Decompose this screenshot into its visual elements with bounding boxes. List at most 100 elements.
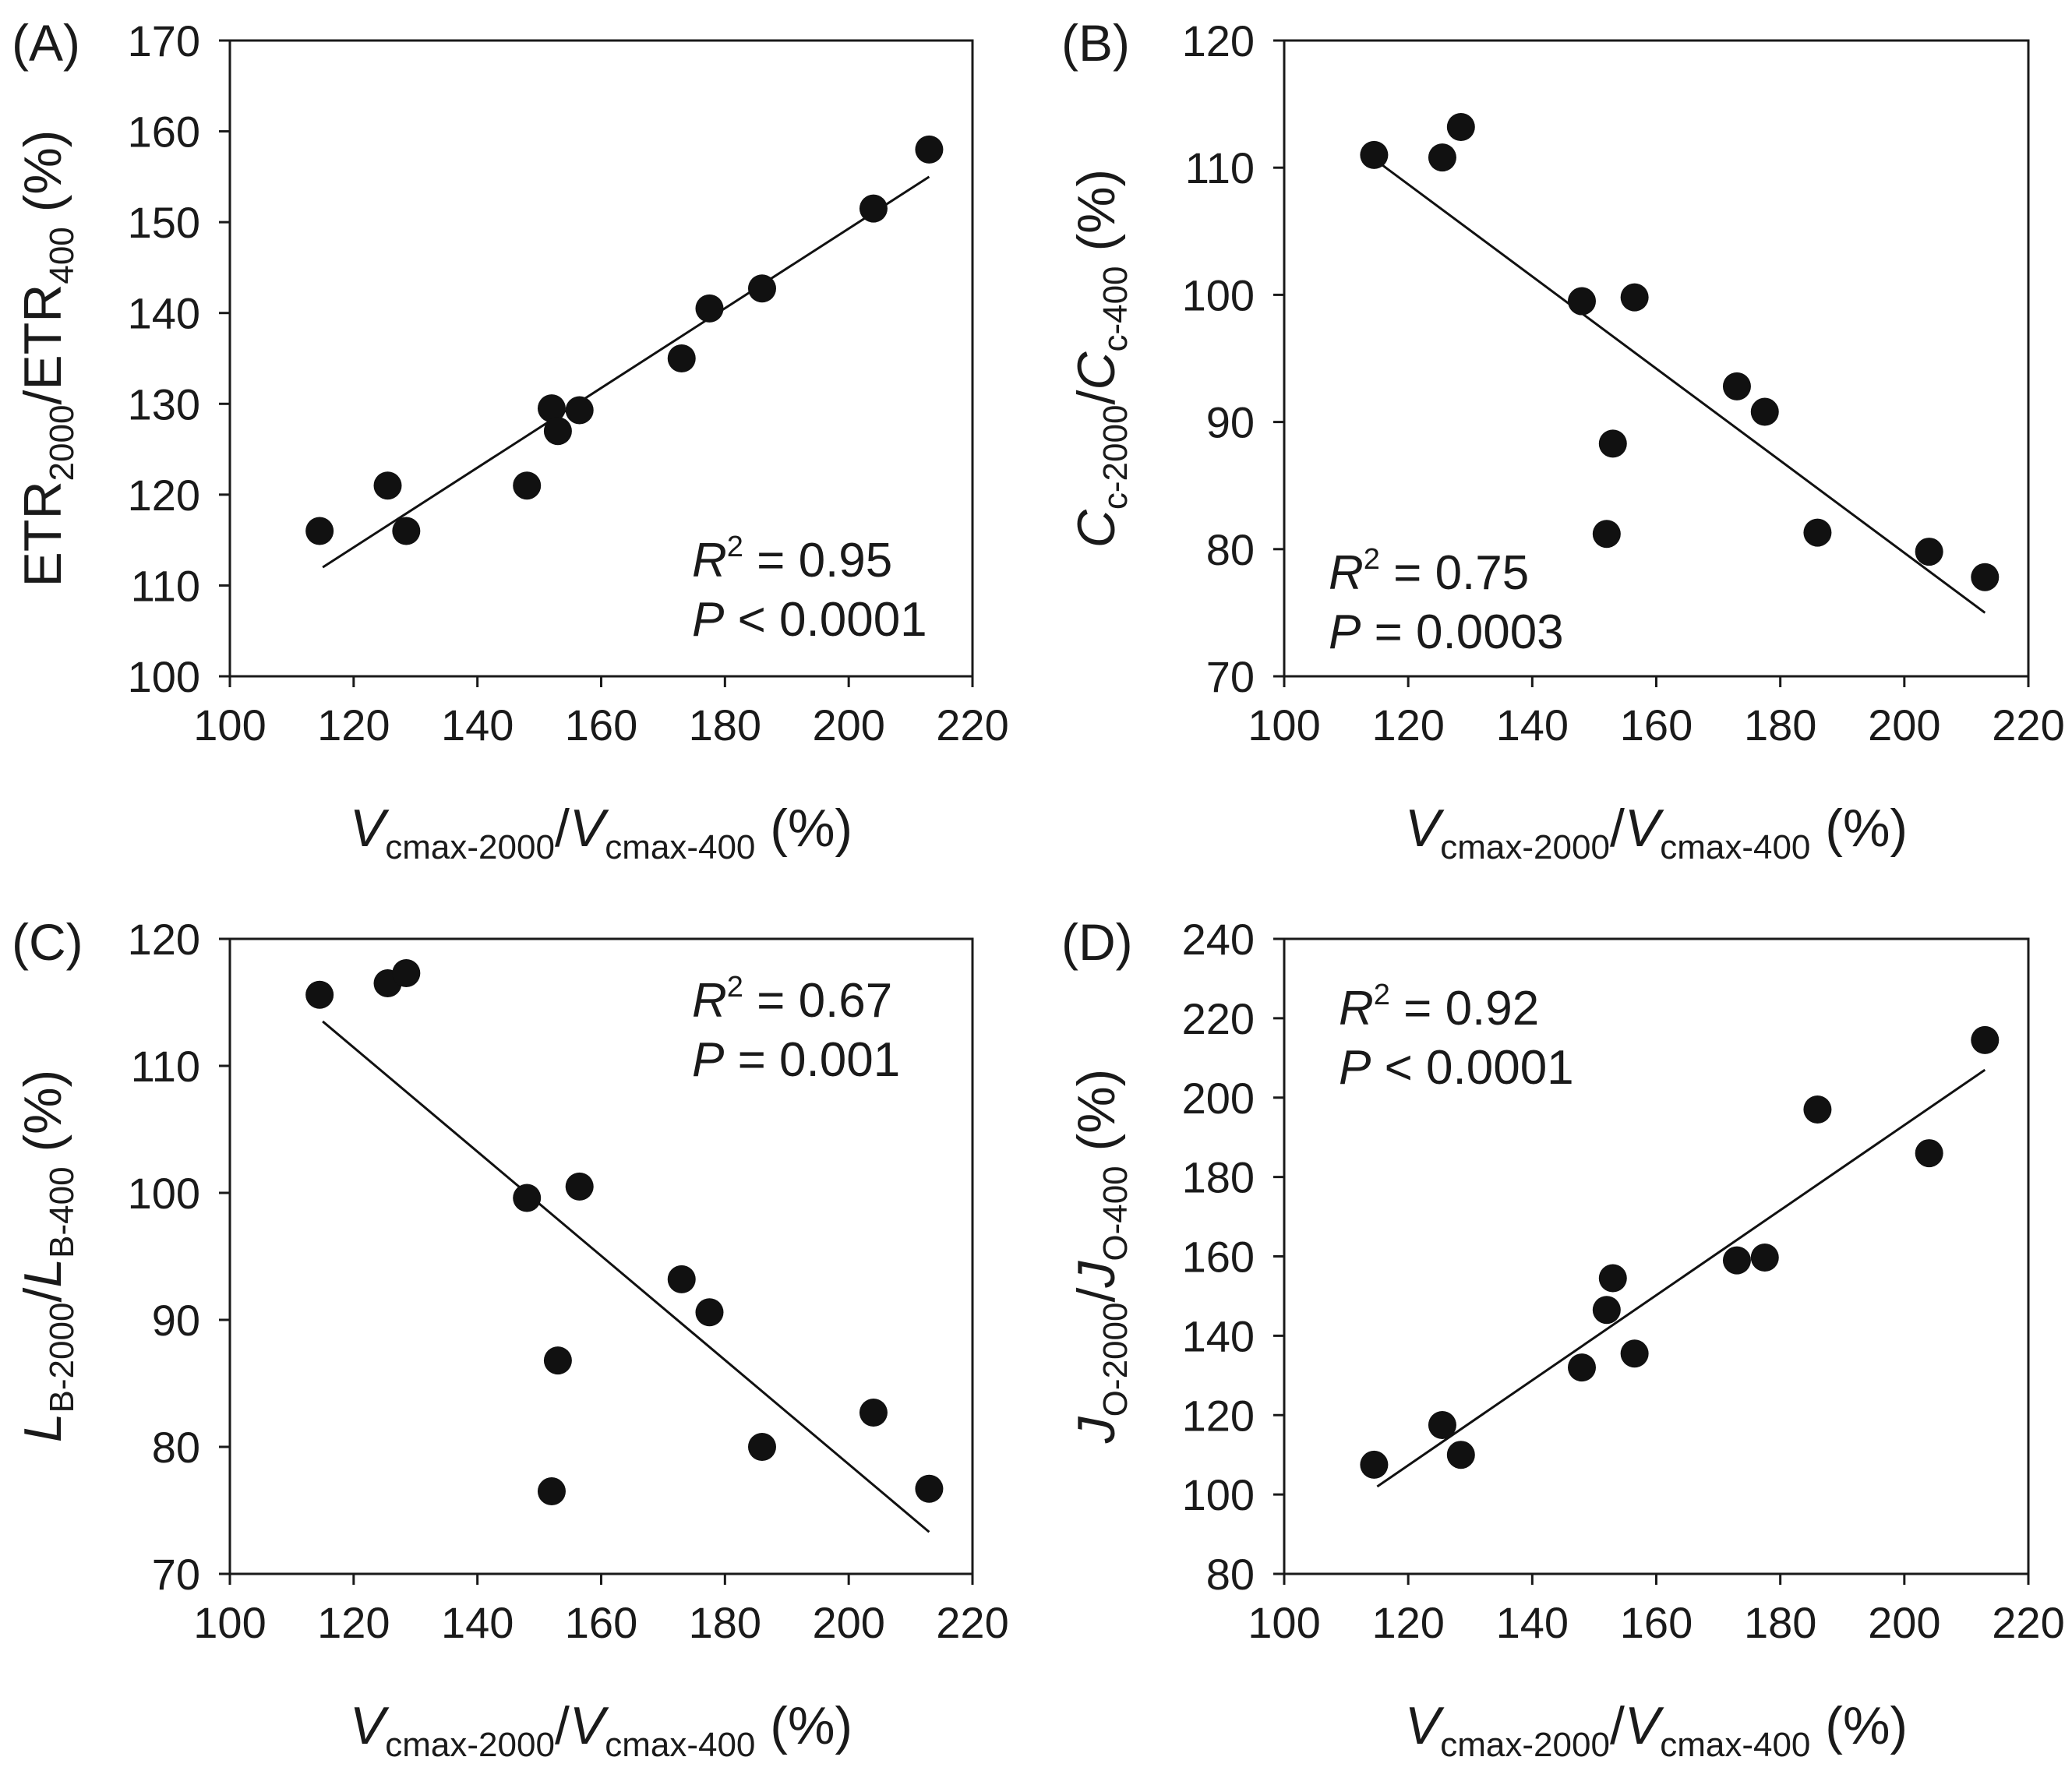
- x-tick-label: 200: [1868, 700, 1940, 750]
- x-tick-label: 120: [317, 1598, 390, 1647]
- x-axis-title: Vcmax-2000/Vcmax-400 (%): [350, 799, 852, 866]
- p-value-text: P < 0.0001: [1339, 1041, 1574, 1095]
- y-tick-label: 100: [128, 1169, 200, 1218]
- data-point: [695, 294, 724, 323]
- y-tick-label: 130: [128, 379, 200, 429]
- y-tick-label: 120: [1182, 1391, 1255, 1440]
- data-point: [305, 517, 334, 545]
- data-point: [373, 471, 402, 500]
- y-tick-label: 110: [131, 1042, 200, 1091]
- x-tick-label: 160: [1620, 700, 1693, 750]
- x-tick-label: 100: [193, 700, 266, 750]
- y-tick-label: 160: [1182, 1233, 1255, 1282]
- data-point: [1598, 1264, 1627, 1293]
- p-value-text: P = 0.0003: [1329, 605, 1564, 659]
- data-point: [1750, 397, 1779, 426]
- x-tick-label: 220: [936, 1598, 1008, 1647]
- x-tick-label: 220: [1992, 1598, 2064, 1647]
- regression-line: [322, 1020, 930, 1533]
- x-tick-label: 100: [193, 1598, 266, 1647]
- data-point: [1592, 1296, 1621, 1325]
- data-point: [537, 1477, 566, 1506]
- x-tick-label: 120: [1371, 700, 1444, 750]
- regression-line: [1376, 1068, 1986, 1488]
- y-tick-label: 240: [1182, 915, 1255, 964]
- data-point: [1915, 1139, 1943, 1168]
- x-tick-label: 140: [441, 700, 514, 750]
- x-tick-label: 180: [689, 1598, 761, 1647]
- data-point: [1971, 563, 2000, 591]
- y-axis-title: ETR2000/ETR400 (%): [13, 130, 81, 587]
- y-tick-label: 100: [128, 652, 200, 701]
- panel-label: (C): [12, 913, 83, 971]
- data-point: [392, 517, 421, 545]
- x-tick-label: 220: [936, 700, 1008, 750]
- x-tick-label: 200: [1868, 1598, 1940, 1647]
- x-tick-label: 160: [1620, 1598, 1693, 1647]
- x-tick-label: 120: [317, 700, 390, 750]
- data-point: [1620, 283, 1649, 312]
- regression-line: [322, 175, 930, 569]
- x-tick-label: 200: [812, 1598, 884, 1647]
- y-tick-label: 120: [128, 471, 200, 520]
- data-point: [1971, 1025, 2000, 1054]
- y-tick-label: 160: [128, 108, 200, 157]
- y-tick-label: 110: [131, 561, 200, 610]
- x-axis-title: Vcmax-2000/Vcmax-400 (%): [1405, 799, 1908, 866]
- data-point: [859, 1398, 888, 1427]
- data-point: [1803, 1095, 1832, 1124]
- data-point: [1446, 112, 1475, 141]
- y-tick-label: 120: [1182, 16, 1255, 65]
- y-tick-label: 70: [152, 1550, 200, 1599]
- x-axis-title: Vcmax-2000/Vcmax-400 (%): [1405, 1696, 1908, 1764]
- y-axis-title: JO-2000/JO-400 (%): [1067, 1069, 1135, 1445]
- data-point: [305, 980, 334, 1009]
- x-tick-label: 220: [1992, 700, 2064, 750]
- panel-label: (D): [1061, 913, 1133, 971]
- data-point: [1620, 1339, 1649, 1368]
- data-point: [1722, 372, 1751, 400]
- y-tick-label: 70: [1206, 652, 1255, 701]
- r-squared-text: R2 = 0.95: [692, 531, 892, 587]
- data-point: [1360, 140, 1389, 169]
- data-point: [1722, 1246, 1751, 1275]
- data-point: [565, 396, 594, 425]
- x-tick-label: 160: [565, 1598, 637, 1647]
- r-squared-text: R2 = 0.67: [692, 971, 892, 1028]
- data-point: [667, 1265, 696, 1293]
- y-tick-label: 150: [128, 198, 200, 247]
- panel-a: 100 120 140 160 180 200 220 100 110 120 130 140 150 1…: [12, 14, 1009, 866]
- data-point: [1568, 1353, 1596, 1382]
- data-point: [513, 471, 542, 500]
- y-tick-label: 80: [152, 1423, 200, 1472]
- y-tick-label: 90: [152, 1296, 200, 1345]
- y-tick-label: 80: [1206, 525, 1255, 574]
- data-point: [543, 1346, 572, 1375]
- regression-line: [1376, 160, 1986, 614]
- data-point: [859, 194, 888, 223]
- data-point: [543, 417, 572, 446]
- data-point: [1428, 1410, 1456, 1439]
- x-tick-label: 180: [689, 700, 761, 750]
- x-axis-title: Vcmax-2000/Vcmax-400 (%): [350, 1696, 852, 1764]
- data-point: [1803, 518, 1832, 547]
- x-tick-label: 140: [1496, 700, 1569, 750]
- y-axis-title: Cc-2000/Cc-400 (%): [1067, 169, 1135, 548]
- data-point: [513, 1184, 542, 1212]
- panel-d: 100 120 140 160 180 200 2208010012014016018020…: [1061, 913, 2065, 1764]
- y-tick-label: 100: [1182, 1470, 1255, 1519]
- data-point: [747, 274, 776, 303]
- y-tick-label: 90: [1206, 398, 1255, 447]
- data-point: [695, 1298, 724, 1327]
- data-point: [1360, 1450, 1389, 1479]
- data-point: [537, 394, 566, 423]
- y-axis-title: LB-2000/LB-400 (%): [13, 1070, 81, 1443]
- p-value-text: P = 0.001: [692, 1033, 900, 1087]
- y-tick-label: 100: [1182, 270, 1255, 319]
- data-point: [747, 1433, 776, 1461]
- r-squared-text: R2 = 0.92: [1339, 979, 1539, 1035]
- y-tick-label: 170: [128, 16, 200, 65]
- y-tick-label: 140: [128, 289, 200, 338]
- y-tick-label: 110: [1185, 143, 1255, 192]
